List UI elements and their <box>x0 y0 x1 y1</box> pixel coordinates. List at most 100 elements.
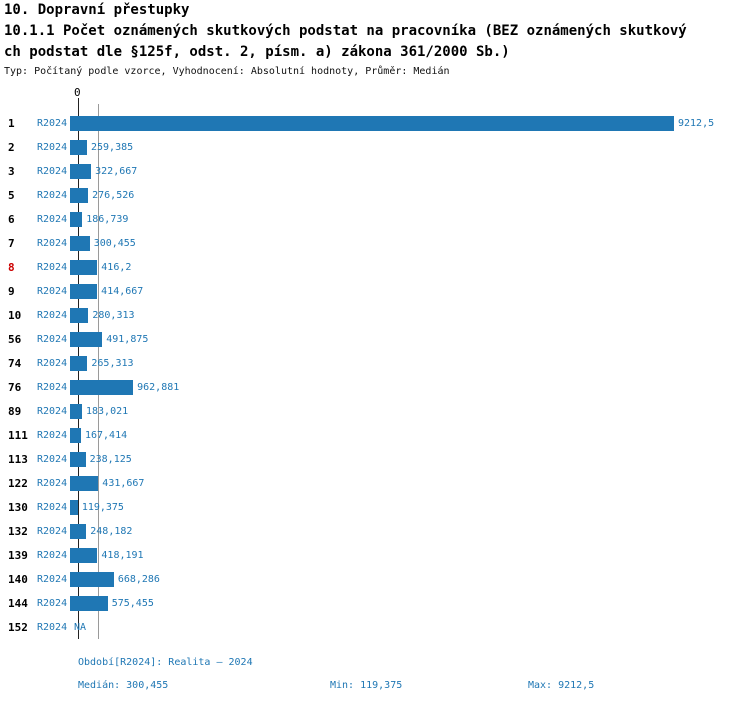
row-period-label: R2024 <box>37 189 68 201</box>
row-category-label: 1 <box>8 116 15 130</box>
bar-value-label: 119,375 <box>81 501 124 513</box>
bar-value-label: 259,385 <box>91 141 134 153</box>
row-category-label: 6 <box>8 212 15 226</box>
row-bar-area: 431,667 <box>70 471 750 495</box>
chart-meta-info: Typ: Počítaný podle vzorce, Vyhodnocení:… <box>4 66 450 77</box>
chart-row: 2 R2024 259,385 <box>0 135 750 159</box>
chart-title-line-1: 10.1.1 Počet oznámených skutkových podst… <box>4 23 687 39</box>
chart-row: 89 R2024 183,021 <box>0 399 750 423</box>
row-period-label: R2024 <box>37 213 68 225</box>
bar-value-label: 668,286 <box>117 573 160 585</box>
row-category-label: 9 <box>8 284 15 298</box>
value-bar <box>70 259 98 275</box>
chart-row: 132 R2024 248,182 <box>0 519 750 543</box>
chart-row: 3 R2024 322,667 <box>0 159 750 183</box>
row-period-label: R2024 <box>37 525 68 537</box>
row-category-label: 74 <box>8 356 22 370</box>
row-period-label: R2024 <box>37 621 68 633</box>
chart-row: 113 R2024 238,125 <box>0 447 750 471</box>
bar-value-label: 183,021 <box>85 405 129 417</box>
chart-row: 1 R2024 9212,5 <box>0 111 750 135</box>
bar-value-label: 300,455 <box>93 237 136 249</box>
row-bar-area: 416,2 <box>70 255 750 279</box>
row-bar-area: 668,286 <box>70 567 750 591</box>
row-period-label: R2024 <box>37 597 68 609</box>
value-bar <box>70 451 86 467</box>
bar-value-label: 575,455 <box>111 597 154 609</box>
row-category-label: 8 <box>8 260 15 274</box>
row-bar-area: 183,021 <box>70 399 750 423</box>
row-period-label: R2024 <box>37 165 68 177</box>
row-period-label: R2024 <box>37 573 68 585</box>
row-category-label: 132 <box>8 524 28 538</box>
value-bar <box>70 139 87 155</box>
bar-value-label: 491,875 <box>106 333 149 345</box>
row-bar-area: 259,385 <box>70 135 750 159</box>
row-category-label: 7 <box>8 236 15 250</box>
bar-value-label: 414,667 <box>101 285 144 297</box>
bar-value-label: 322,667 <box>95 165 138 177</box>
row-bar-area: 414,667 <box>70 279 750 303</box>
chart-row: 122 R2024 431,667 <box>0 471 750 495</box>
bar-value-label: NA <box>74 621 87 633</box>
value-bar <box>70 283 98 299</box>
row-bar-area: 418,191 <box>70 543 750 567</box>
row-bar-area: 300,455 <box>70 231 750 255</box>
chart-row: 130 R2024 119,375 <box>0 495 750 519</box>
x-axis-zero-label: 0 <box>74 86 81 99</box>
bar-value-label: 186,739 <box>86 213 129 225</box>
chart-row: 144 R2024 575,455 <box>0 591 750 615</box>
row-period-label: R2024 <box>37 405 68 417</box>
row-bar-area: 276,526 <box>70 183 750 207</box>
bar-value-label: 416,2 <box>101 261 132 273</box>
value-bar <box>70 307 89 323</box>
bar-value-label: 238,125 <box>89 453 132 465</box>
bar-value-label: 276,526 <box>92 189 135 201</box>
row-category-label: 122 <box>8 476 28 490</box>
row-category-label: 2 <box>8 140 15 154</box>
value-bar <box>70 427 81 443</box>
row-category-label: 10 <box>8 308 22 322</box>
row-period-label: R2024 <box>37 141 68 153</box>
row-period-label: R2024 <box>37 117 68 129</box>
footer-period-label: Období[R2024]: Realita – 2024 <box>78 657 253 668</box>
row-bar-area: 322,667 <box>70 159 750 183</box>
value-bar <box>70 595 108 611</box>
row-bar-area: 167,414 <box>70 423 750 447</box>
value-bar <box>70 331 103 347</box>
value-bar <box>70 403 82 419</box>
chart-row: 7 R2024 300,455 <box>0 231 750 255</box>
row-category-label: 139 <box>8 548 28 562</box>
chart-row: 139 R2024 418,191 <box>0 543 750 567</box>
row-category-label: 113 <box>8 452 28 466</box>
value-bar <box>70 163 92 179</box>
row-period-label: R2024 <box>37 453 68 465</box>
chart-row: 74 R2024 265,313 <box>0 351 750 375</box>
row-bar-area: 248,182 <box>70 519 750 543</box>
value-bar <box>70 187 89 203</box>
row-category-label: 130 <box>8 500 28 514</box>
value-bar <box>70 547 98 563</box>
row-bar-area: 119,375 <box>70 495 750 519</box>
row-period-label: R2024 <box>37 333 68 345</box>
value-bar <box>70 475 99 491</box>
chart-row: 10 R2024 280,313 <box>0 303 750 327</box>
row-category-label: 5 <box>8 188 15 202</box>
row-period-label: R2024 <box>37 357 68 369</box>
chart-row: 6 R2024 186,739 <box>0 207 750 231</box>
chart-title-line-2: ch podstat dle §125f, odst. 2, písm. a) … <box>4 44 510 60</box>
row-period-label: R2024 <box>37 549 68 561</box>
chart-row: 76 R2024 962,881 <box>0 375 750 399</box>
value-bar <box>70 499 78 515</box>
row-category-label: 56 <box>8 332 22 346</box>
row-bar-area: 962,881 <box>70 375 750 399</box>
row-bar-area: 238,125 <box>70 447 750 471</box>
row-category-label: 152 <box>8 620 28 634</box>
chart-row: 140 R2024 668,286 <box>0 567 750 591</box>
row-bar-area: NA <box>70 615 750 639</box>
row-period-label: R2024 <box>37 309 68 321</box>
bar-value-label: 248,182 <box>90 525 133 537</box>
value-bar <box>70 211 83 227</box>
chart-row: 5 R2024 276,526 <box>0 183 750 207</box>
